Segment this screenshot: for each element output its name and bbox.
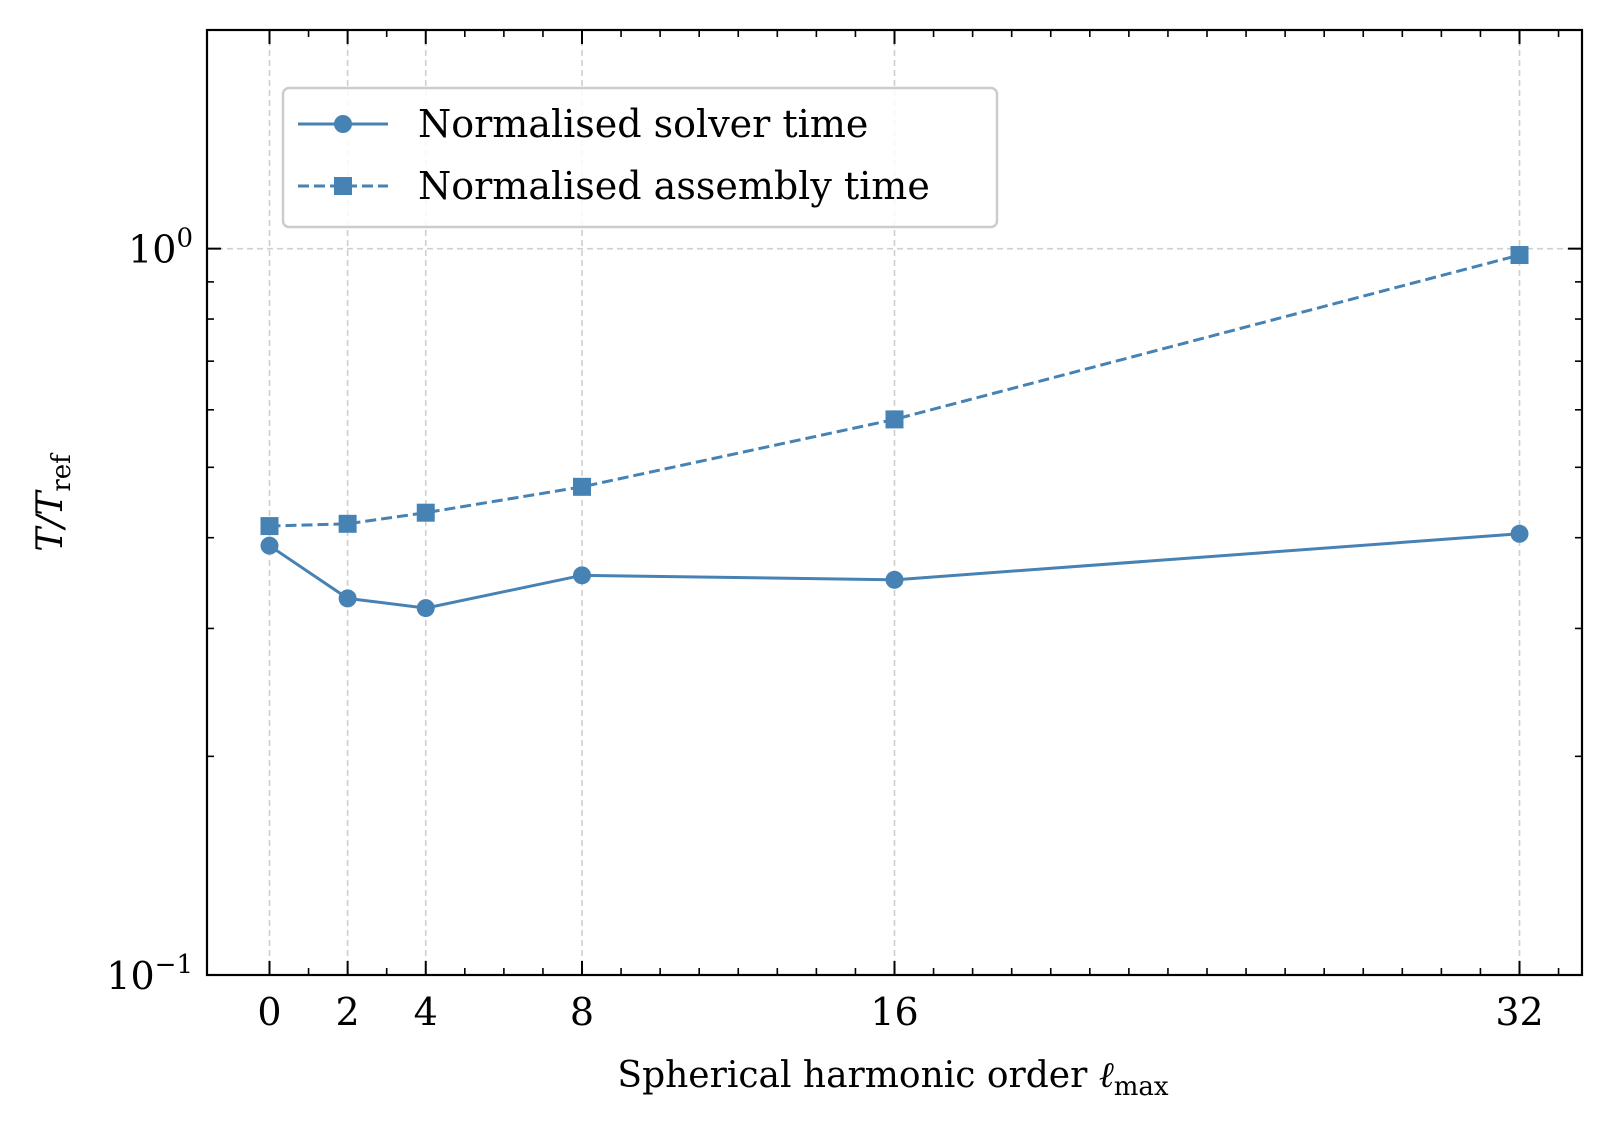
assembly-point — [260, 517, 279, 536]
x-axis-label-main: Spherical harmonic order — [617, 1055, 1098, 1096]
assembly-point — [1510, 246, 1529, 265]
y-tick-label: 10−1 — [106, 950, 193, 998]
series-line-1 — [268, 532, 1520, 610]
x-tick-label: 4 — [414, 990, 438, 1034]
assembly-point — [338, 514, 357, 533]
x-tick-label: 0 — [257, 990, 281, 1034]
x-tick-label: 32 — [1495, 990, 1543, 1034]
ticks — [207, 29, 1582, 976]
solver-point — [260, 536, 279, 555]
legend-solver-label: Normalised solver time — [418, 102, 868, 146]
assembly-point — [885, 410, 904, 429]
legend-assembly-label: Normalised assembly time — [418, 164, 930, 208]
legend-solver-marker — [334, 115, 352, 133]
solver-point — [573, 566, 591, 585]
assembly-point — [573, 477, 591, 496]
legend: Normalised solver time Normalised assemb… — [281, 86, 999, 229]
assembly-point — [416, 503, 435, 522]
solver-point — [416, 599, 435, 618]
x-tick-label: 16 — [870, 990, 918, 1034]
legend-assembly-marker — [334, 177, 352, 195]
solver-point — [1510, 524, 1529, 543]
solver-point — [338, 589, 357, 608]
legend-box — [281, 86, 999, 229]
series-layer — [260, 246, 1529, 618]
x-tick-label: 8 — [570, 990, 594, 1034]
y-axis-label-main: T/T — [30, 489, 71, 552]
x-axis-label: Spherical harmonic order ℓmax — [617, 1055, 1169, 1102]
x-axis-label-symbol: ℓ — [1099, 1055, 1114, 1096]
tick-labels: 0 2 4 8 16 32 10−1 100 — [106, 224, 1543, 1034]
x-axis-label-subscript: max — [1114, 1072, 1169, 1102]
y-axis-label: T/Tref — [30, 452, 77, 552]
y-axis-label-subscript: ref — [47, 452, 77, 492]
y-tick-label: 100 — [128, 224, 193, 272]
x-tick-label: 2 — [336, 990, 360, 1034]
grid — [207, 30, 1582, 975]
series-line-2 — [269, 253, 1520, 528]
solver-point — [885, 570, 904, 589]
